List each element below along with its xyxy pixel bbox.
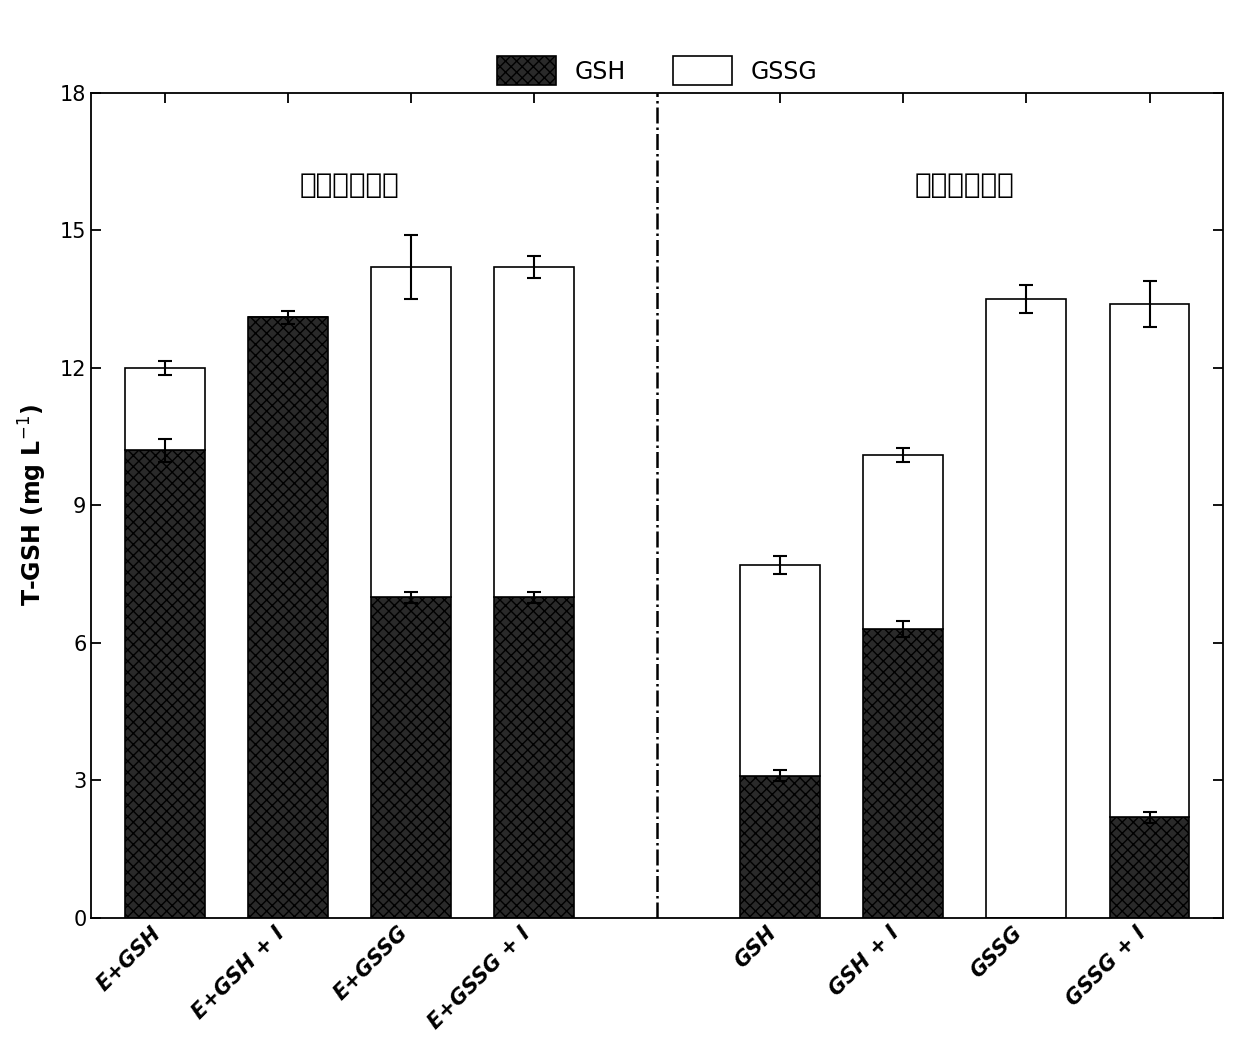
Text: 有生物酶条件: 有生物酶条件 [300,171,399,198]
Bar [1110,304,1189,817]
Bar [863,455,944,629]
Text: 无生物酶条件: 无生物酶条件 [915,171,1014,198]
Bar [1110,817,1189,918]
Bar [371,597,451,918]
Legend: GSH, GSSG: GSH, GSSG [487,47,827,94]
Bar [125,368,205,450]
Bar [863,629,944,918]
Y-axis label: T-GSH (mg L$^{-1}$): T-GSH (mg L$^{-1}$) [16,404,48,606]
Bar [987,299,1066,918]
Bar [740,776,821,918]
Bar [495,267,574,597]
Bar [125,450,205,918]
Bar [248,318,329,918]
Bar [371,267,451,597]
Bar [495,597,574,918]
Bar [740,565,821,776]
